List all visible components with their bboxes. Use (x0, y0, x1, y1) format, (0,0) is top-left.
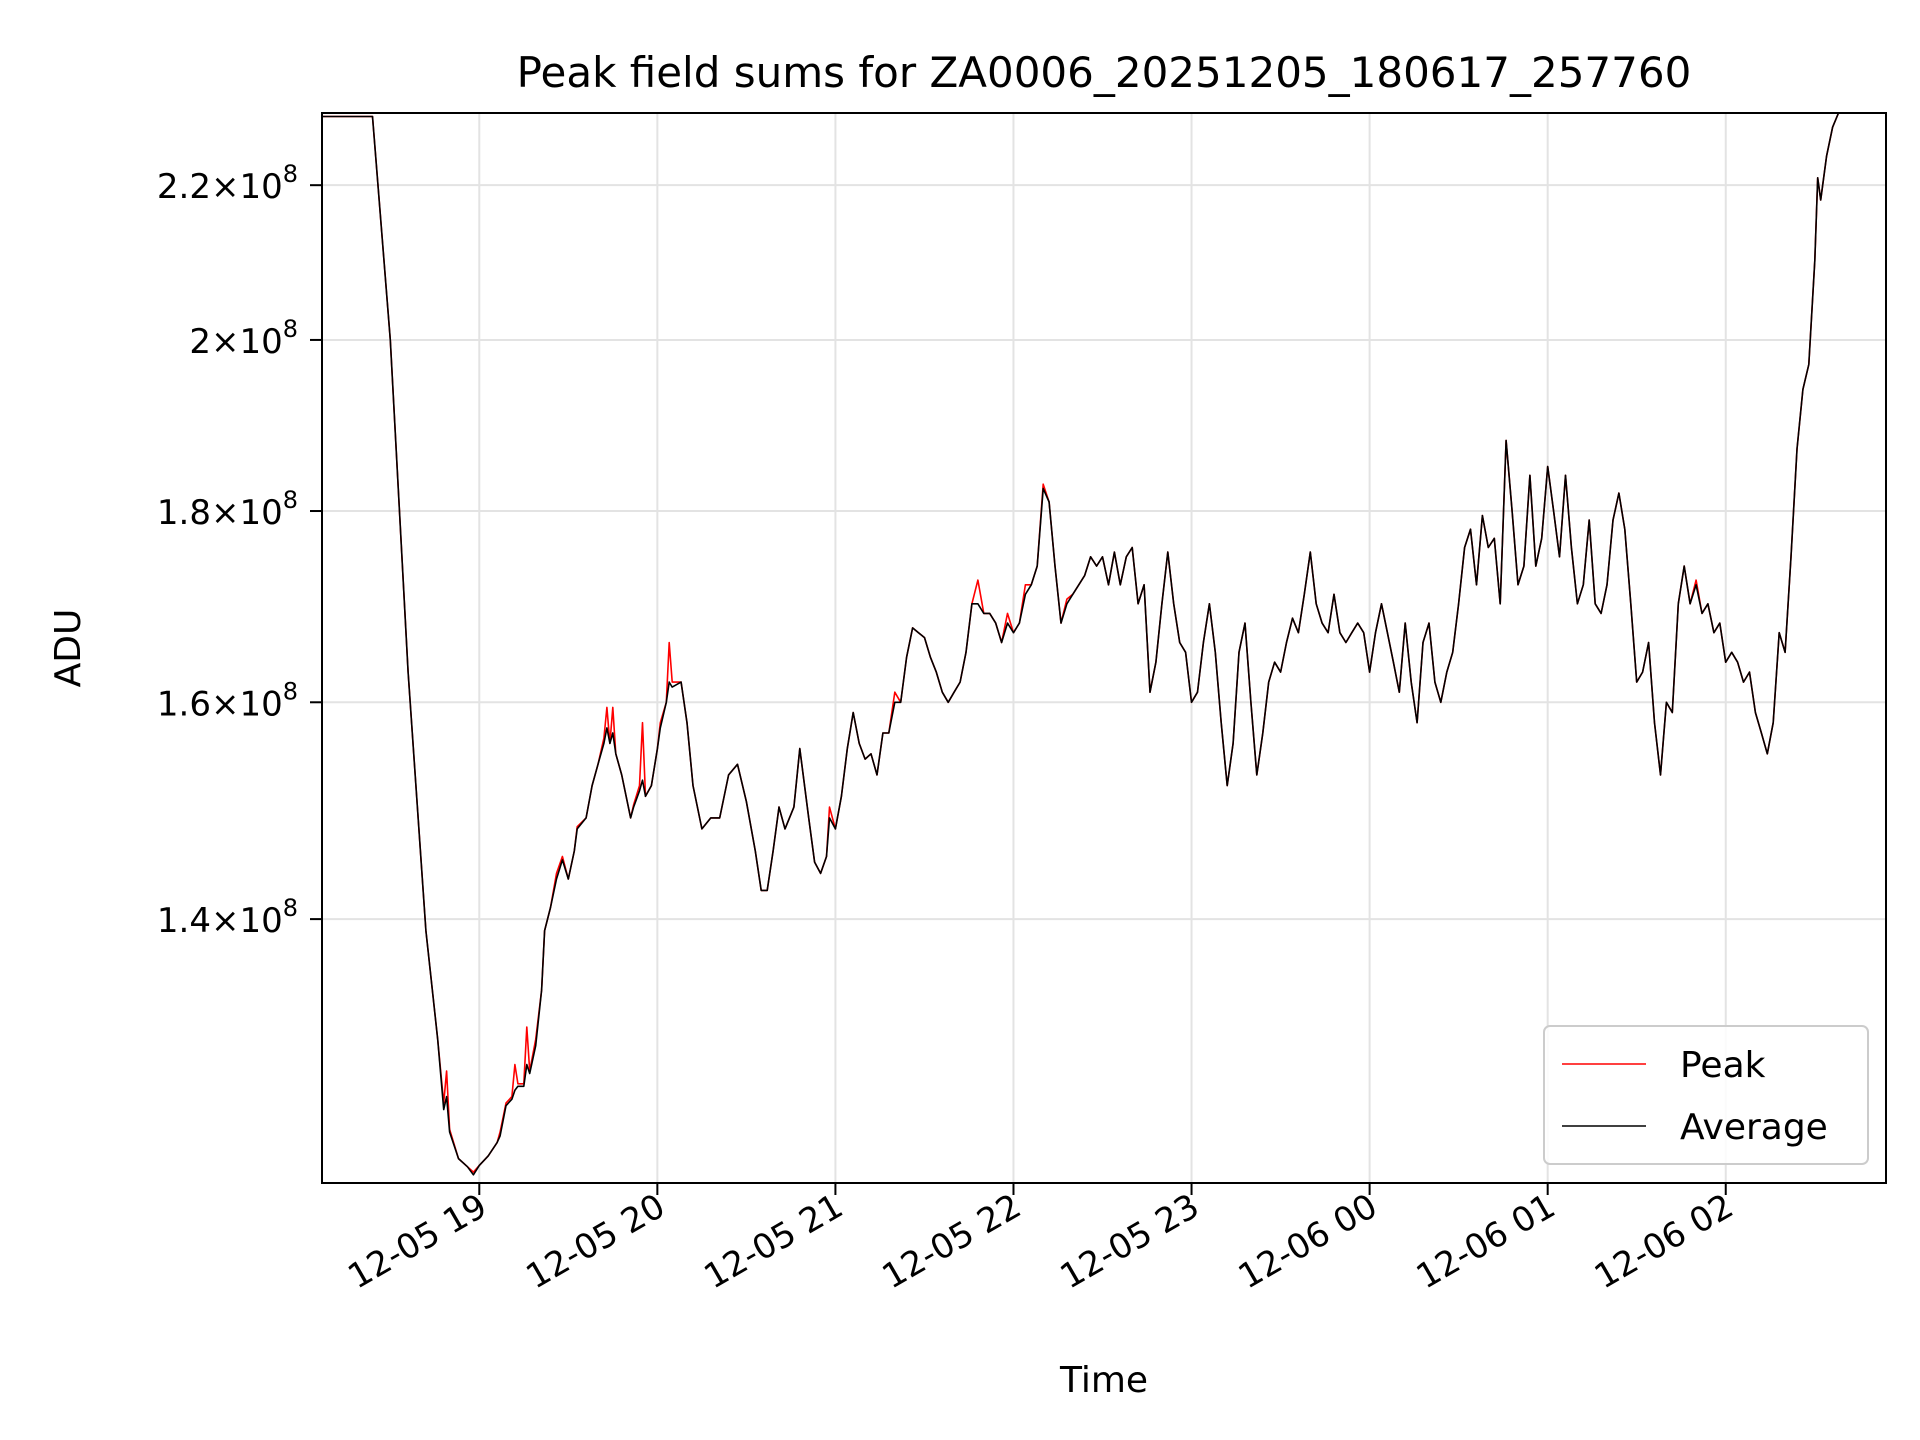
y-tick-label: 1.4×108 (157, 894, 298, 941)
y-tick-times: ×10 (211, 322, 283, 362)
x-axis-label: Time (1059, 1360, 1148, 1401)
x-tick-label: 12-06 01 (1410, 1186, 1562, 1297)
grid (322, 113, 1886, 1183)
x-tick-label: 12-05 22 (876, 1186, 1028, 1297)
y-tick-mantissa: 2.2 (157, 167, 211, 207)
y-tick-exponent: 8 (283, 894, 298, 922)
series-line-peak (322, 113, 1840, 1173)
y-tick-exponent: 8 (283, 486, 298, 514)
y-tick-exponent: 8 (283, 315, 298, 343)
legend-label-average: Average (1680, 1107, 1828, 1148)
legend-label-peak: Peak (1680, 1045, 1766, 1086)
y-tick-mantissa: 1.6 (157, 684, 211, 724)
legend-box (1543, 1025, 1869, 1165)
y-tick-times: ×10 (211, 493, 283, 533)
y-tick-mantissa: 1.8 (157, 493, 211, 533)
y-tick-label: 2×108 (189, 315, 298, 362)
x-tick-label: 12-05 21 (698, 1186, 850, 1297)
y-axis-label: ADU (48, 609, 89, 688)
chart-title: Peak field sums for ZA0006_20251205_1806… (517, 48, 1692, 97)
x-tick-label: 12-05 19 (341, 1186, 493, 1297)
y-tick-mantissa: 2 (189, 322, 211, 362)
x-tick-label: 12-06 00 (1232, 1186, 1384, 1297)
y-tick-times: ×10 (211, 901, 283, 941)
y-tick-exponent: 8 (283, 677, 298, 705)
x-tick-label: 12-05 20 (519, 1186, 671, 1297)
series-line-average (322, 113, 1840, 1176)
y-tick-times: ×10 (211, 684, 283, 724)
y-tick-mantissa: 1.4 (157, 901, 211, 941)
x-axis: 12-05 19 12-05 20 12-05 21 12-05 22 12-05 23… (341, 1183, 1740, 1297)
plot-frame (321, 112, 1887, 1184)
y-tick-label: 1.8×108 (157, 486, 298, 533)
legend: Peak Average (1543, 1025, 1869, 1165)
y-tick-label: 2.2×108 (157, 160, 298, 207)
y-tick-label: 1.6×108 (157, 677, 298, 724)
y-tick-exponent: 8 (283, 160, 298, 188)
x-tick-label: 12-05 23 (1054, 1186, 1206, 1297)
x-tick-label: 12-06 02 (1588, 1186, 1740, 1297)
series-layer (322, 113, 1840, 1176)
y-tick-times: ×10 (211, 167, 283, 207)
